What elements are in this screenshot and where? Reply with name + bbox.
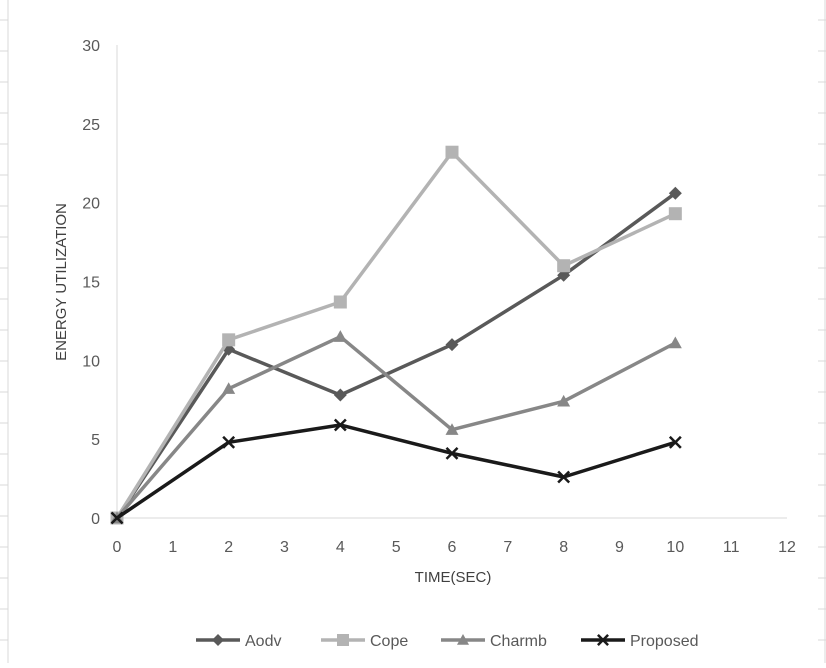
data-point-proposed — [333, 418, 347, 432]
series-proposed — [110, 418, 682, 525]
data-point-proposed — [110, 511, 124, 525]
x-axis-label: TIME(SEC) — [415, 569, 492, 586]
x-tick-label: 9 — [615, 539, 624, 556]
x-tick-label: 0 — [113, 539, 122, 556]
data-point-cope — [445, 145, 459, 159]
series-aodv — [110, 186, 682, 525]
series-line-aodv — [115, 191, 677, 519]
x-tick-label: 7 — [503, 539, 512, 556]
data-point-cope — [668, 207, 682, 221]
y-tick-label: 20 — [82, 196, 100, 213]
legend-label: Charmb — [490, 633, 547, 650]
series-cope — [110, 145, 682, 525]
x-tick-label: 5 — [392, 539, 401, 556]
legend-marker-charmb — [457, 634, 469, 645]
x-tick-label: 10 — [666, 539, 684, 556]
legend-label: Aodv — [245, 633, 281, 650]
series-line-proposed — [116, 423, 676, 520]
legend-item-aodv: Aodv — [196, 633, 281, 650]
x-tick-label: 1 — [168, 539, 177, 556]
data-point-charmb — [668, 336, 682, 349]
y-tick-label: 30 — [82, 38, 100, 55]
x-tick-label: 6 — [448, 539, 457, 556]
data-point-aodv — [333, 388, 347, 402]
legend-label: Cope — [370, 633, 408, 650]
x-tick-label: 8 — [559, 539, 568, 556]
data-point-cope — [333, 295, 347, 309]
data-point-charmb — [557, 394, 571, 407]
data-point-aodv — [445, 338, 459, 352]
y-tick-label: 25 — [82, 117, 100, 134]
data-point-cope — [222, 333, 236, 347]
legend-marker-cope — [337, 634, 349, 646]
legend-label: Proposed — [630, 633, 699, 650]
y-axis-label: ENERGY UTILIZATION — [53, 203, 70, 361]
data-point-proposed — [557, 470, 571, 484]
data-point-proposed — [222, 435, 236, 449]
series-layer — [110, 145, 682, 525]
series-line-cope — [115, 150, 677, 519]
y-tick-label: 5 — [91, 432, 100, 449]
y-tick-label: 15 — [82, 275, 100, 292]
x-tick-label: 3 — [280, 539, 289, 556]
series-line-charmb — [115, 334, 677, 520]
data-point-charmb — [222, 382, 236, 394]
data-point-aodv — [668, 186, 682, 200]
series-charmb — [110, 330, 682, 524]
x-tick-label: 2 — [224, 539, 233, 556]
legend-marker-proposed — [597, 634, 609, 646]
data-point-proposed — [445, 446, 459, 460]
legend-marker-aodv — [212, 634, 224, 646]
legend: Aodv Cope Charmb Proposed — [196, 633, 699, 650]
data-point-charmb — [333, 330, 347, 342]
data-point-proposed — [668, 435, 682, 449]
y-tick-label: 0 — [91, 511, 100, 528]
legend-item-proposed: Proposed — [581, 633, 699, 650]
x-tick-label: 12 — [778, 539, 796, 556]
legend-item-cope: Cope — [321, 633, 408, 650]
legend-item-charmb: Charmb — [441, 633, 547, 650]
y-tick-label: 10 — [82, 353, 100, 370]
x-tick-label: 11 — [723, 539, 740, 556]
x-tick-label: 4 — [336, 539, 345, 556]
data-point-cope — [557, 259, 571, 273]
data-point-charmb — [445, 423, 459, 435]
